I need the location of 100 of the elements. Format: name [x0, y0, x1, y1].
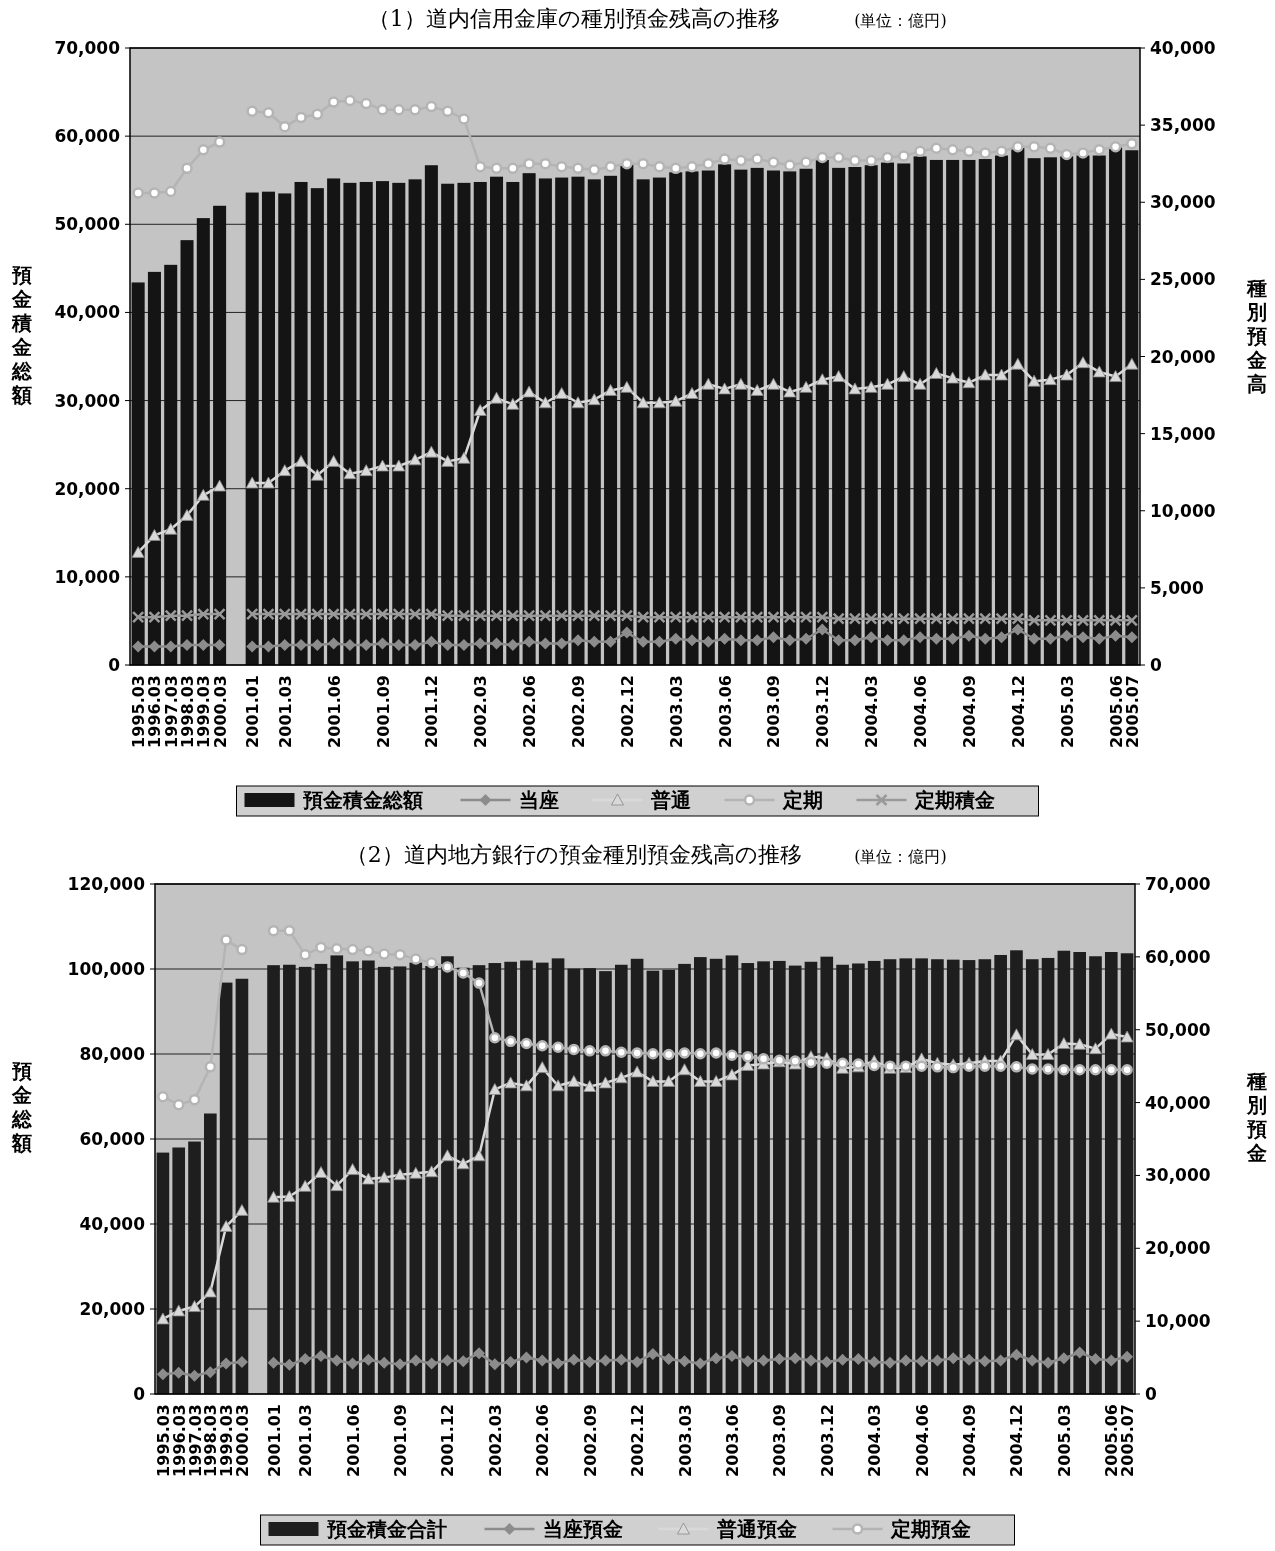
- x-tick-label: 2003.09: [770, 1404, 790, 1477]
- chart-title: （1）道内信用金庫の種別預金残高の推移: [367, 6, 780, 31]
- x-tick-label: 2001.06: [324, 675, 344, 748]
- x-tick-label: 2003.09: [764, 675, 784, 748]
- x-tick-label: 2003.03: [675, 1404, 695, 1477]
- x-tick-label: 2001.03: [296, 1404, 316, 1477]
- bar: [457, 182, 471, 665]
- y-tick-label: 40,000: [54, 302, 121, 323]
- x-tick-label: 2002.06: [520, 675, 540, 748]
- bar: [522, 173, 536, 665]
- y2-tick-label: 40,000: [1150, 38, 1216, 58]
- bar: [929, 159, 943, 665]
- legend-label: 普通預金: [715, 1517, 797, 1541]
- legend-label: 普通: [649, 788, 691, 812]
- x-tick-label: 2001.01: [243, 675, 263, 748]
- x-tick-label: 2002.12: [617, 675, 637, 748]
- x-tick-label: 2003.06: [715, 675, 735, 748]
- y2-tick-label: 50,000: [1145, 1019, 1211, 1040]
- y-tick-label: 30,000: [54, 390, 121, 411]
- x-tick-label: 2001.12: [438, 1404, 458, 1477]
- y-tick-label: 0: [108, 655, 121, 675]
- bar: [213, 205, 227, 665]
- bar: [555, 177, 569, 665]
- bar: [294, 181, 308, 665]
- y2-tick-label: 35,000: [1150, 115, 1216, 136]
- bar: [310, 188, 324, 665]
- y-tick-label: 60,000: [79, 1129, 146, 1149]
- bar: [1043, 157, 1057, 665]
- y-tick-label: 50,000: [54, 214, 121, 235]
- bar: [408, 179, 422, 665]
- x-tick-label: 2004.12: [1007, 1404, 1027, 1477]
- y2-tick-label: 15,000: [1150, 423, 1216, 444]
- x-tick-label: 2001.06: [343, 1404, 363, 1477]
- bar: [375, 181, 390, 665]
- x-tick-label: 2003.12: [817, 1404, 837, 1477]
- x-tick-label: 2004.03: [862, 675, 882, 748]
- y-tick-label: 0: [133, 1384, 146, 1404]
- y2-tick-label: 60,000: [1145, 946, 1211, 967]
- bar: [506, 181, 520, 665]
- y2-axis-title: 種別預金: [1246, 1069, 1267, 1165]
- x-tick-label: 2002.06: [533, 1404, 553, 1477]
- x-tick-label: 2002.03: [471, 675, 491, 748]
- x-tick-label: 2004.06: [911, 675, 931, 748]
- x-tick-label: 2004.06: [912, 1404, 932, 1477]
- bar: [538, 178, 552, 665]
- bar: [147, 271, 161, 665]
- bar: [734, 169, 748, 665]
- bar: [587, 179, 601, 665]
- x-tick-label: 2001.09: [373, 675, 393, 748]
- y-tick-label: 10,000: [54, 566, 121, 587]
- x-tick-label: 2003.06: [722, 1404, 742, 1477]
- y-tick-label: 70,000: [54, 38, 121, 58]
- legend-label: 定期: [781, 788, 823, 812]
- y2-tick-label: 30,000: [1150, 192, 1216, 213]
- text: (単位：億円): [854, 11, 947, 30]
- x-tick-label: 2001.03: [275, 675, 295, 748]
- text: (単位：億円): [854, 847, 947, 866]
- bar: [652, 177, 666, 665]
- bar: [131, 282, 145, 665]
- x-tick-label: 2002.09: [580, 1404, 600, 1477]
- y2-tick-label: 10,000: [1150, 500, 1216, 521]
- y-tick-label: 100,000: [67, 959, 146, 979]
- bar: [261, 191, 275, 665]
- bar: [180, 240, 194, 665]
- legend-label: 預金積金総額: [301, 788, 423, 812]
- legend-label: 当座: [518, 788, 559, 812]
- x-tick-label: 2005.03: [1057, 675, 1077, 748]
- bar: [636, 179, 650, 665]
- bar: [473, 181, 487, 665]
- legend-label: 定期積金: [913, 788, 995, 812]
- bar: [441, 183, 455, 665]
- y-tick-label: 120,000: [67, 874, 146, 894]
- y2-tick-label: 25,000: [1150, 269, 1216, 290]
- y2-axis-title: 種別預金高: [1246, 275, 1267, 396]
- x-tick-label: 2002.09: [568, 675, 588, 748]
- x-tick-label: 2002.03: [485, 1404, 505, 1477]
- bar: [359, 181, 373, 665]
- y2-tick-label: 5,000: [1150, 577, 1204, 598]
- y-tick-label: 40,000: [79, 1214, 146, 1234]
- y-tick-label: 60,000: [54, 126, 121, 147]
- y-tick-label: 20,000: [54, 478, 121, 499]
- x-tick-label: 2001.12: [422, 675, 442, 748]
- y-axis-title: 預金総額: [11, 1058, 33, 1155]
- bar: [392, 182, 406, 665]
- x-tick-label: 2003.12: [813, 675, 833, 748]
- bar: [832, 167, 846, 665]
- bar: [245, 192, 259, 665]
- y2-tick-label: 20,000: [1150, 346, 1216, 367]
- y-axis-title: 預金積金総額: [11, 263, 33, 408]
- legend-label: 定期預金: [889, 1517, 971, 1541]
- y2-tick-label: 10,000: [1145, 1311, 1211, 1332]
- bar: [1027, 158, 1041, 665]
- bar: [196, 218, 210, 665]
- chart-title: （2）道内地方銀行の預金種別預金残高の推移: [345, 842, 802, 867]
- y2-tick-label: 0: [1150, 655, 1162, 675]
- y2-tick-label: 20,000: [1145, 1238, 1211, 1259]
- bar: [424, 165, 438, 665]
- x-tick-label: 2002.12: [628, 1404, 648, 1477]
- y2-tick-label: 40,000: [1145, 1092, 1211, 1113]
- bar: [278, 193, 292, 665]
